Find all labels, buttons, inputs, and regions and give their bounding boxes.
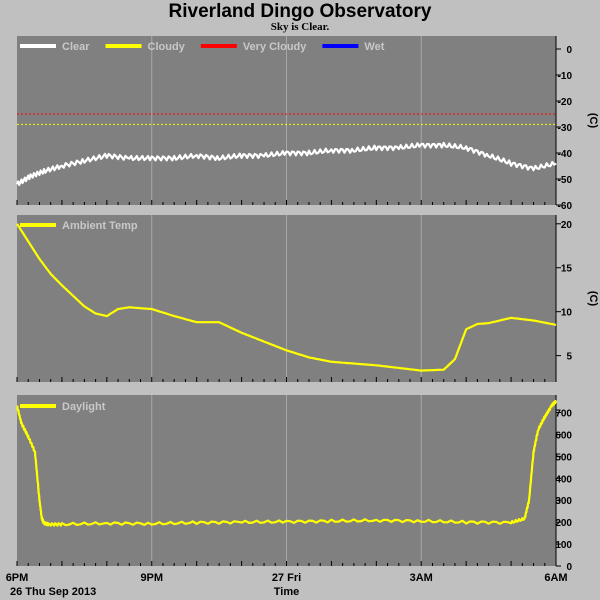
- legend-label-ambient-temp: Ambient Temp: [62, 220, 138, 232]
- panel-0-ytick-label: -30: [558, 123, 573, 134]
- panel-1-ytick-label: 10: [561, 308, 573, 319]
- panel-2-ytick-label: 600: [555, 430, 572, 441]
- xtick-label: 3AM: [410, 572, 433, 584]
- panel-2-ytick-label: 700: [555, 409, 572, 420]
- panel-1-ylabel: (C): [587, 291, 599, 307]
- sky-status: Sky is Clear.: [270, 21, 330, 33]
- series-line-daylight: [16, 399, 557, 527]
- panel-0-ytick-label: -10: [558, 71, 573, 82]
- panel-0-ytick-label: 0: [566, 45, 572, 56]
- xtick-label: 6AM: [544, 572, 567, 584]
- panel-0-ytick-label: -50: [558, 175, 573, 186]
- xtick-label: 9PM: [140, 572, 163, 584]
- panel-1-ytick-label: 20: [561, 220, 573, 231]
- x-axis-label: Time: [274, 586, 299, 598]
- series-line-clear: [15, 141, 557, 186]
- legend-label-very-cloudy: Very Cloudy: [243, 41, 307, 53]
- panel-1-ytick-label: 5: [566, 352, 572, 363]
- panel-2-ytick-label: 300: [555, 496, 572, 507]
- panel-2-ytick-label: 500: [555, 452, 572, 463]
- panel-2-ytick-label: 100: [555, 540, 572, 551]
- panel-1-ytick-label: 15: [561, 264, 573, 275]
- legend-label-clear: Clear: [62, 41, 90, 53]
- panel-0-ytick-label: -40: [558, 149, 573, 160]
- legend-label-wet: Wet: [364, 41, 384, 53]
- panel-0-ytick-label: -20: [558, 97, 573, 108]
- panel-0-ylabel: (C): [587, 113, 599, 129]
- legend-label-cloudy: Cloudy: [148, 41, 186, 53]
- series-line-ambient-temp: [16, 223, 557, 372]
- panel-2-ytick-label: 0: [566, 562, 572, 573]
- xtick-label: 6PM: [6, 572, 29, 584]
- xtick-label: 27 Fri: [272, 572, 301, 584]
- panel-2-ytick-label: 400: [555, 474, 572, 485]
- chart-title: Riverland Dingo Observatory: [168, 1, 432, 22]
- date-label: 26 Thu Sep 2013: [10, 586, 96, 598]
- legend-label-daylight: Daylight: [62, 401, 106, 413]
- panel-2-ytick-label: 200: [555, 518, 572, 529]
- panel-0-ytick-label: -60: [558, 201, 573, 212]
